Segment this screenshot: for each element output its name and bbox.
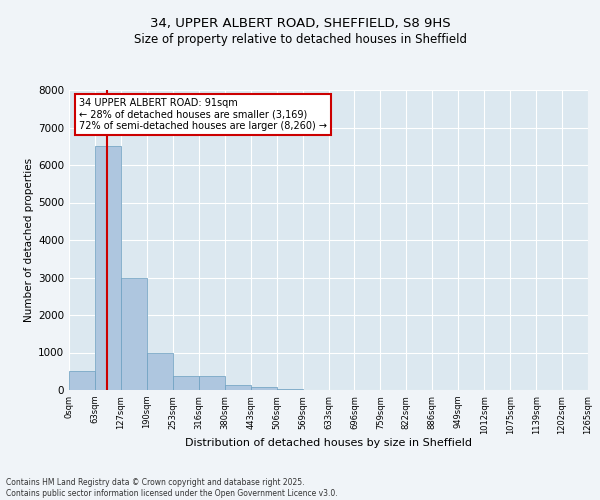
Bar — [121, 278, 147, 390]
Text: Size of property relative to detached houses in Sheffield: Size of property relative to detached ho… — [133, 32, 467, 46]
Bar — [199, 376, 224, 390]
Bar — [225, 385, 251, 390]
Bar — [69, 371, 95, 390]
Bar — [95, 146, 121, 390]
Text: 34, UPPER ALBERT ROAD, SHEFFIELD, S8 9HS: 34, UPPER ALBERT ROAD, SHEFFIELD, S8 9HS — [149, 18, 451, 30]
Text: Contains HM Land Registry data © Crown copyright and database right 2025.
Contai: Contains HM Land Registry data © Crown c… — [6, 478, 338, 498]
Bar — [251, 387, 277, 390]
Bar — [147, 352, 173, 390]
Text: 34 UPPER ALBERT ROAD: 91sqm
← 28% of detached houses are smaller (3,169)
72% of : 34 UPPER ALBERT ROAD: 91sqm ← 28% of det… — [79, 98, 328, 130]
Bar — [277, 389, 302, 390]
X-axis label: Distribution of detached houses by size in Sheffield: Distribution of detached houses by size … — [185, 438, 472, 448]
Y-axis label: Number of detached properties: Number of detached properties — [24, 158, 34, 322]
Bar — [173, 376, 199, 390]
